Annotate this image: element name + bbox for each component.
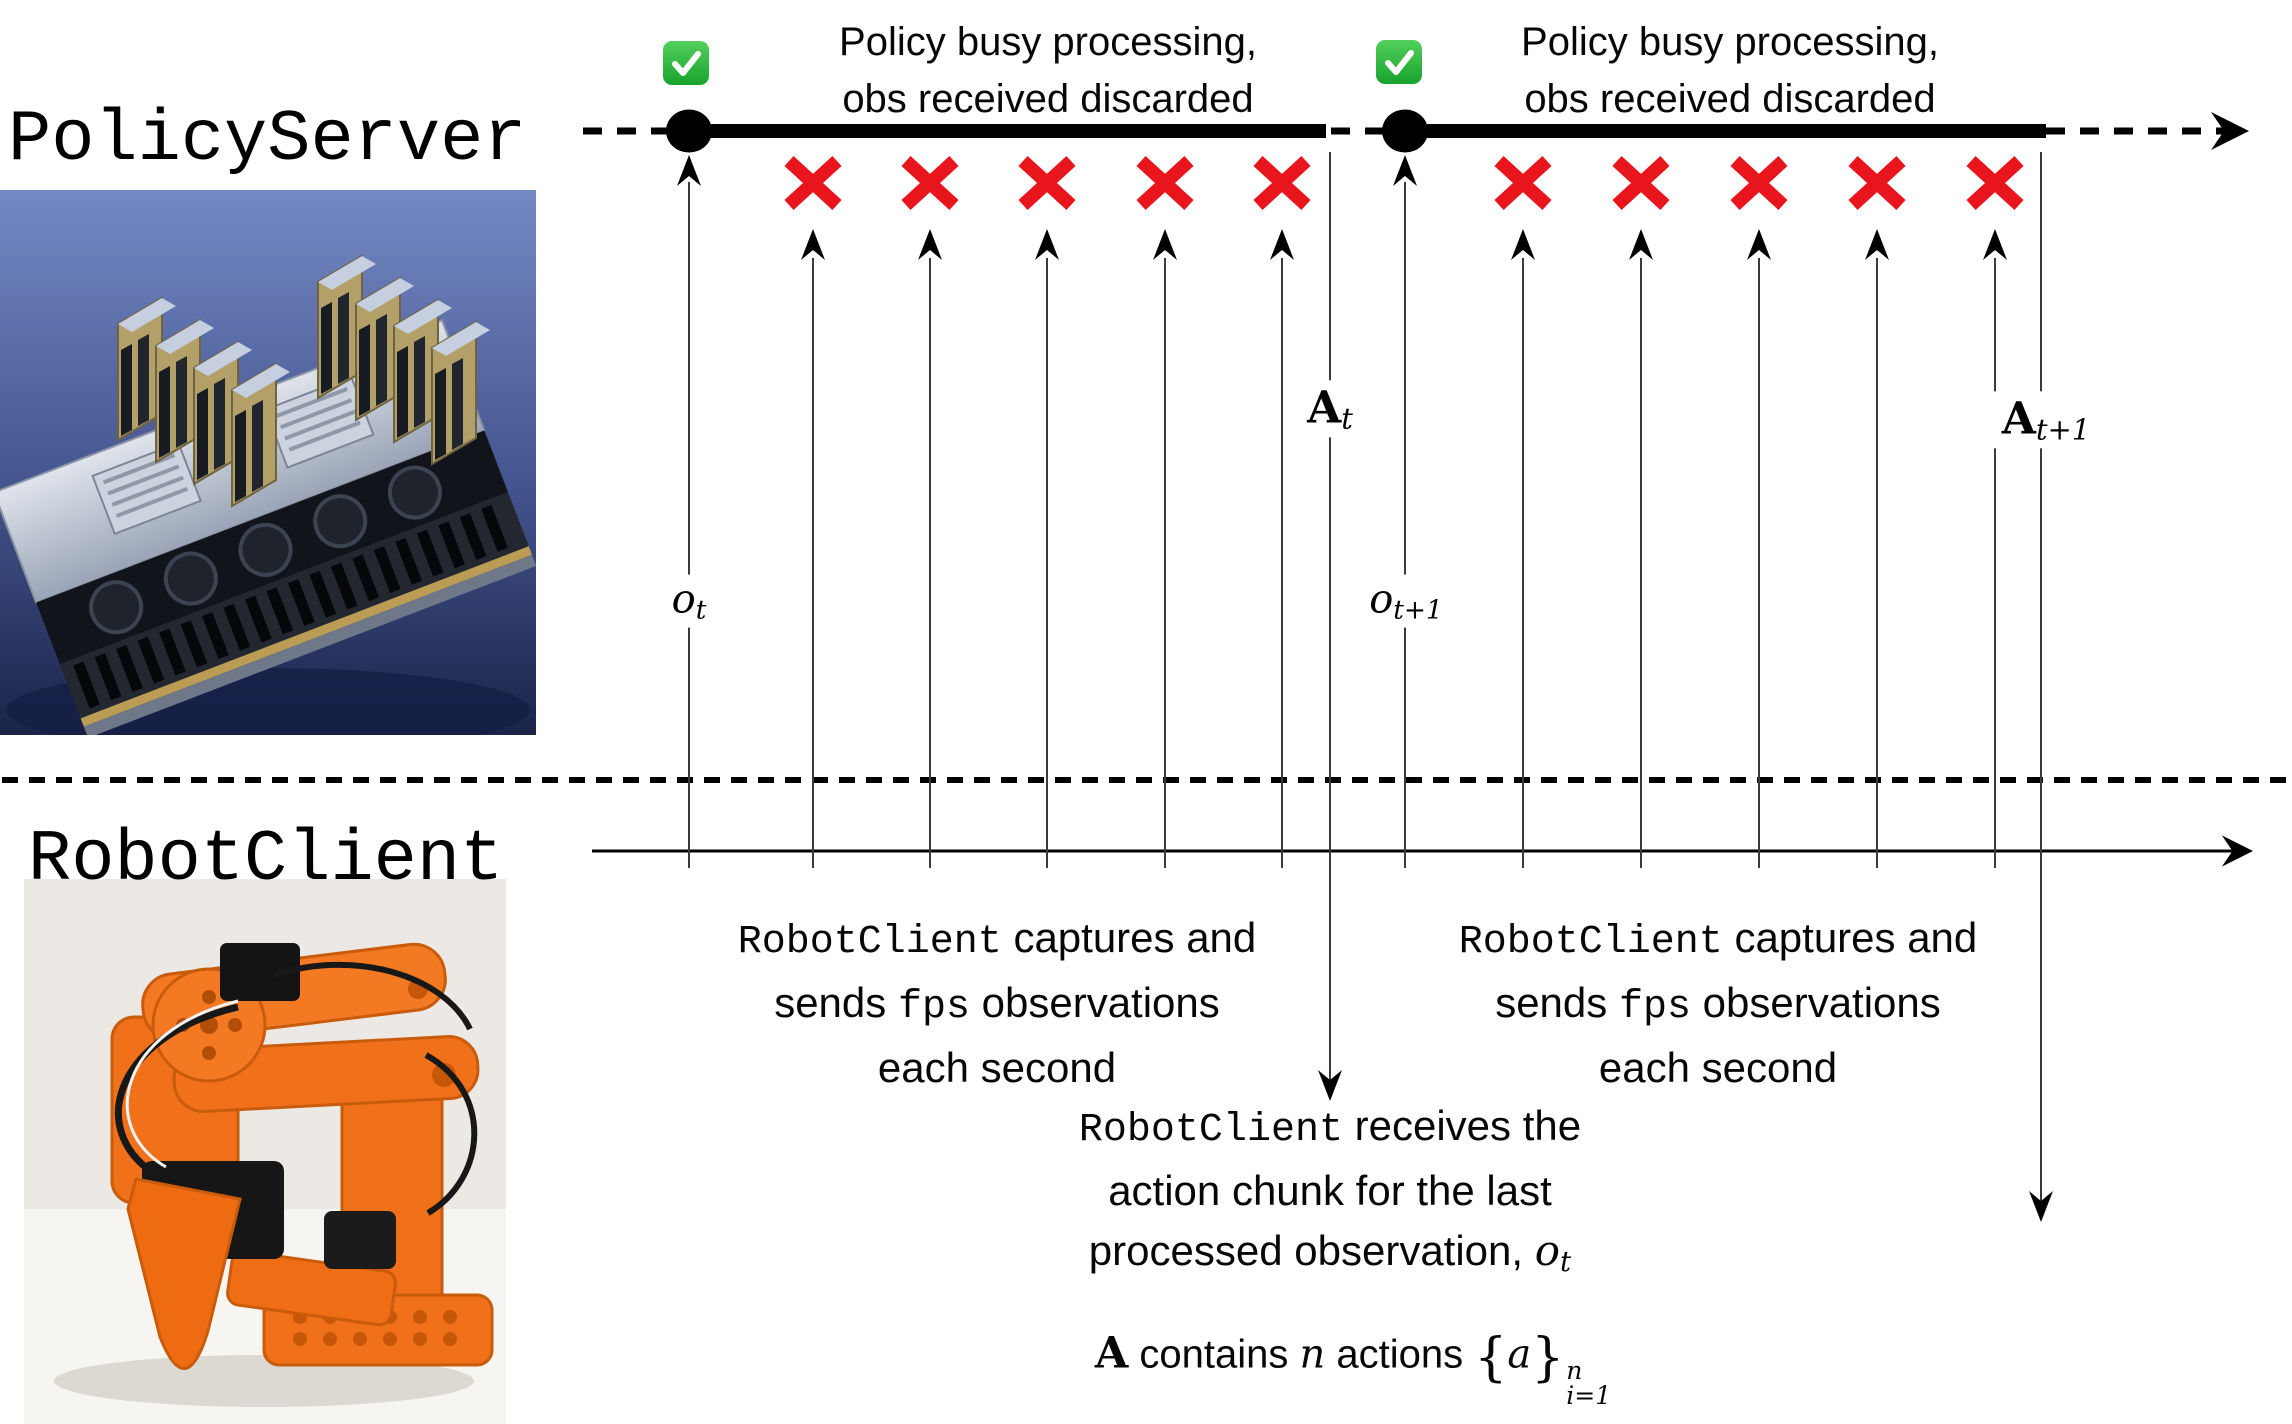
- math-sub: t: [695, 594, 707, 626]
- policy-server-photo: [0, 190, 536, 735]
- robot-client-title: RobotClient: [28, 819, 504, 901]
- captures-note-1: RobotClient captures and sends fps obser…: [738, 908, 1257, 1098]
- receives-line1-rest: receives the: [1354, 1102, 1582, 1149]
- robot-client-timeline: [592, 835, 2253, 867]
- captures-line1-rest: captures and: [1734, 914, 1978, 961]
- observation-arrows-group-2: [1393, 155, 2019, 868]
- formula-word1: contains: [1139, 1332, 1289, 1377]
- action-chunk-formula: A contains n actions {a} n i=1: [1095, 1328, 1611, 1408]
- obs-arrow-discarded: [1511, 229, 2007, 868]
- fps-variable: fps: [897, 985, 970, 1030]
- math-base: A: [1307, 382, 1342, 434]
- captures-line2-rest: observations: [981, 979, 1220, 1026]
- obs-arrow-accepted: [677, 155, 701, 868]
- captures-line3: each second: [1598, 1044, 1838, 1091]
- policy-busy-note-1: Policy busy processing, obs received dis…: [839, 14, 1257, 128]
- success-check-icon: [1376, 40, 1422, 84]
- obs-t-label: ot: [662, 574, 716, 628]
- formula-supsub: n i=1: [1566, 1358, 1611, 1408]
- action-chunk-t-label: At: [1298, 380, 1362, 438]
- busy-note-line2: obs received discarded: [842, 77, 1254, 121]
- policy-server-timeline: [583, 109, 2249, 153]
- robot-client-name: RobotClient: [737, 920, 1002, 965]
- captures-line1: RobotClient captures and: [1459, 908, 1978, 973]
- math-obs-inline: ot: [1534, 1226, 1571, 1278]
- policy-busy-note-2: Policy busy processing, obs received dis…: [1521, 14, 1939, 128]
- observation-arrows-group-1: [677, 155, 1306, 868]
- receives-line3-start: processed observation,: [1088, 1227, 1524, 1274]
- captures-line2-rest: observations: [1702, 979, 1941, 1026]
- captures-line1: RobotClient captures and: [738, 908, 1257, 973]
- formula-A: A: [1094, 1328, 1129, 1379]
- formula-n: n: [1299, 1331, 1326, 1378]
- receives-line2: action chunk for the last: [1108, 1167, 1552, 1214]
- robot-shadow: [54, 1355, 474, 1407]
- discarded-obs-x-icons: [789, 161, 1306, 205]
- obs-accepted-dot: [1382, 109, 1428, 153]
- robot-client-name: RobotClient: [1458, 920, 1723, 965]
- policy-server-title: PolicyServer: [8, 99, 527, 181]
- obs-t-plus-1-label: ot+1: [1360, 574, 1452, 628]
- captures-line3: each second: [877, 1044, 1117, 1091]
- captures-line2-start: sends: [774, 979, 887, 1026]
- busy-note-line1: Policy busy processing,: [839, 20, 1257, 64]
- discarded-obs-x-icons: [1499, 161, 2019, 205]
- up-arrowhead-icon: [1393, 155, 1417, 186]
- receives-line3: processed observation, ot: [1079, 1221, 1581, 1292]
- obs-arrow-discarded: [801, 229, 1294, 868]
- captures-line2: sends fps observations: [1459, 973, 1978, 1038]
- fps-variable: fps: [1618, 985, 1691, 1030]
- math-base: A: [2001, 393, 2036, 445]
- receives-line1: RobotClient receives the: [1079, 1096, 1581, 1161]
- math-sub: t: [1341, 401, 1353, 436]
- formula-open-brace: {: [1474, 1328, 1508, 1389]
- formula-sup: n: [1566, 1355, 1583, 1385]
- busy-note-line2: obs received discarded: [1524, 77, 1936, 121]
- receives-note: RobotClient receives the action chunk fo…: [1079, 1096, 1581, 1292]
- formula-a: a: [1507, 1331, 1532, 1378]
- obs-arrow-accepted: [1393, 155, 1417, 868]
- formula-word2: actions: [1336, 1332, 1464, 1377]
- formula-sub: i=1: [1566, 1380, 1612, 1410]
- success-check-icon: [663, 41, 709, 85]
- math-base: o: [1534, 1226, 1561, 1275]
- action-chunk-t-plus-1-label: At+1: [1992, 391, 2100, 449]
- up-arrowhead-icon: [677, 155, 701, 186]
- robot-arm-illustration: [110, 942, 494, 1370]
- captures-note-2: RobotClient captures and sends fps obser…: [1459, 908, 1978, 1098]
- math-sub: t+1: [1393, 594, 1443, 626]
- captures-line1-rest: captures and: [1013, 914, 1257, 961]
- action-chunk-arrow-t: [1318, 152, 1342, 1101]
- formula-close-brace: }: [1531, 1328, 1565, 1389]
- robot-client-photo: [24, 879, 506, 1424]
- math-sub: t+1: [2035, 412, 2091, 447]
- obs-accepted-dot: [666, 109, 712, 153]
- captures-line2-start: sends: [1495, 979, 1608, 1026]
- robot-client-name: RobotClient: [1078, 1108, 1343, 1153]
- math-sub: t: [1560, 1245, 1572, 1279]
- math-base: o: [671, 576, 696, 623]
- math-base: o: [1369, 576, 1394, 623]
- busy-note-line1: Policy busy processing,: [1521, 20, 1939, 64]
- action-chunk-arrow-t-plus-1: [2029, 152, 2053, 1222]
- captures-line2: sends fps observations: [738, 973, 1257, 1038]
